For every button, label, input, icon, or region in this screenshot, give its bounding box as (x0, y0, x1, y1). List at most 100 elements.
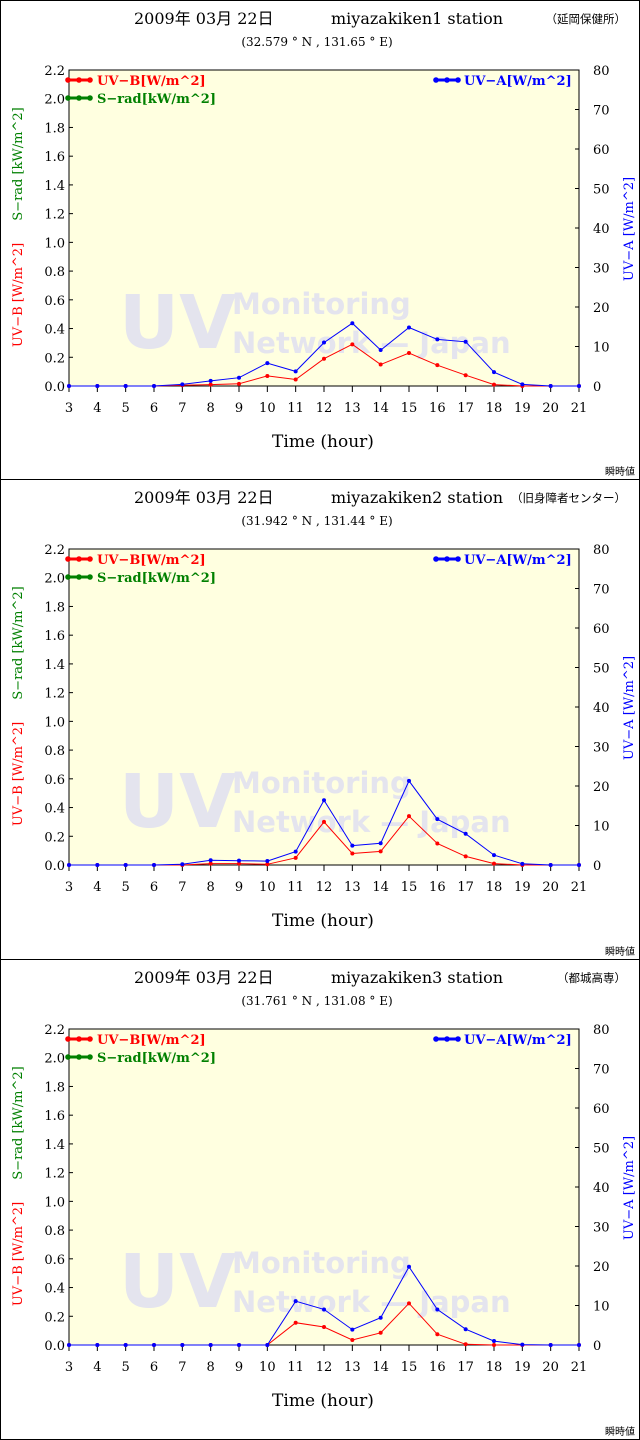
left-tick-label: 0.4 (44, 1282, 65, 1297)
uvb-data-point (463, 1342, 468, 1347)
x-tick-label: 3 (65, 880, 73, 895)
x-tick-label: 10 (259, 1360, 276, 1375)
uvb-data-point (208, 861, 213, 866)
left-tick-label: 1.4 (44, 179, 65, 194)
uva-data-point (208, 858, 213, 863)
right-tick-label: 80 (593, 64, 610, 79)
left-tick-label: 0.6 (44, 1253, 65, 1268)
station-coordinates: (32.579 ° N , 131.65 ° E) (241, 35, 392, 49)
y-axis-label-srad: S−rad [kW/m^2] (11, 586, 26, 699)
uvb-data-point (322, 1325, 326, 1330)
left-tick-label: 0.8 (44, 1224, 65, 1239)
x-tick-label: 12 (316, 401, 333, 416)
left-tick-label: 1.6 (44, 1109, 65, 1124)
legend-swatch-dot (433, 1036, 439, 1042)
x-tick-label: 18 (486, 1360, 503, 1375)
right-tick-label: 40 (593, 701, 610, 716)
uvb-data-point (322, 356, 326, 361)
left-tick-label: 1.0 (44, 1195, 65, 1210)
station-name: miyazakiken2 station (331, 488, 503, 507)
x-tick-label: 21 (571, 880, 588, 895)
chart-date-title: 2009年 03月 22日 (134, 488, 274, 507)
station-name: miyazakiken1 station (331, 9, 503, 28)
x-tick-label: 4 (93, 1360, 101, 1375)
uva-data-point (463, 339, 468, 344)
legend-swatch-dot (65, 574, 71, 580)
uva-data-point (435, 817, 440, 822)
uva-data-point (67, 384, 71, 388)
left-tick-label: 0.8 (44, 265, 65, 280)
station-location-note: （都城高専） (557, 971, 626, 985)
uva-data-point (463, 1327, 468, 1332)
right-tick-label: 10 (593, 341, 610, 356)
station-location-note: （延岡保健所） (546, 12, 627, 26)
right-tick-label: 40 (593, 1181, 610, 1196)
y-axis-label-uvb: UV−B [W/m^2] (11, 243, 26, 347)
legend-swatch-dot (65, 77, 71, 83)
uvb-data-point (492, 382, 496, 387)
x-tick-label: 19 (514, 1360, 531, 1375)
watermark-line-1: Monitoring (232, 1246, 411, 1280)
uva-data-point (577, 1343, 581, 1347)
x-tick-label: 17 (457, 880, 474, 895)
x-tick-label: 15 (401, 880, 418, 895)
x-tick-label: 14 (372, 880, 389, 895)
x-tick-label: 6 (150, 1360, 158, 1375)
legend-swatch-dot (87, 95, 93, 101)
uva-data-point (237, 375, 241, 380)
uvb-data-point (293, 377, 298, 382)
uva-data-point (463, 831, 468, 836)
uvb-data-point (407, 1301, 411, 1306)
chart-panel-1: 2009年 03月 22日 miyazakiken1 station （延岡保健所）… (0, 0, 640, 480)
left-tick-label: 2.2 (44, 64, 65, 79)
uvb-data-point (322, 819, 326, 824)
right-tick-label: 60 (593, 143, 610, 158)
uva-data-point (152, 384, 156, 388)
uva-data-point (265, 1343, 270, 1347)
uvb-data-point (237, 381, 241, 386)
watermark-uv: UV (119, 1239, 236, 1325)
watermark-line-2: Network — Japan (232, 805, 511, 839)
x-tick-label: 20 (542, 880, 559, 895)
right-tick-label: 60 (593, 1102, 610, 1117)
legend-swatch-dot (455, 77, 461, 83)
uva-data-point (350, 843, 355, 848)
watermark-uv: UV (119, 280, 236, 366)
uvb-data-point (293, 1320, 298, 1325)
right-tick-label: 30 (593, 1221, 610, 1236)
uva-data-point (265, 859, 270, 864)
right-tick-label: 0 (593, 859, 601, 874)
right-tick-label: 80 (593, 543, 610, 558)
x-tick-label: 3 (65, 1360, 73, 1375)
legend-swatch-dot (65, 1036, 71, 1042)
uvb-data-point (350, 342, 355, 347)
watermark-line-1: Monitoring (232, 287, 411, 321)
right-tick-label: 70 (593, 1063, 610, 1078)
x-tick-label: 13 (344, 401, 361, 416)
y-axis-label-srad: S−rad [kW/m^2] (11, 1066, 26, 1179)
x-tick-label: 8 (207, 401, 215, 416)
x-tick-label: 4 (93, 401, 101, 416)
legend-label: UV−B[W/m^2] (97, 553, 206, 568)
uva-data-point (293, 849, 298, 854)
uvb-data-point (407, 814, 411, 819)
uva-data-point (95, 1343, 100, 1347)
uva-data-point (407, 325, 411, 330)
uva-data-point (180, 382, 185, 387)
left-tick-label: 2.2 (44, 1023, 65, 1038)
uvb-data-point (350, 1337, 355, 1342)
chart-panel-2: 2009年 03月 22日 miyazakiken2 station （旧身障者セン… (0, 480, 640, 960)
right-tick-label: 10 (593, 820, 610, 835)
uva-data-point (152, 863, 156, 867)
x-tick-label: 8 (207, 1360, 215, 1375)
left-tick-label: 0.0 (44, 380, 65, 395)
uva-data-point (492, 853, 496, 858)
right-tick-label: 20 (593, 780, 610, 795)
left-tick-label: 1.2 (44, 687, 65, 702)
uva-data-point (520, 861, 525, 866)
left-tick-label: 0.4 (44, 802, 65, 817)
legend-swatch-dot (76, 1054, 82, 1060)
uva-data-point (293, 369, 298, 374)
uva-data-point (123, 1343, 128, 1347)
